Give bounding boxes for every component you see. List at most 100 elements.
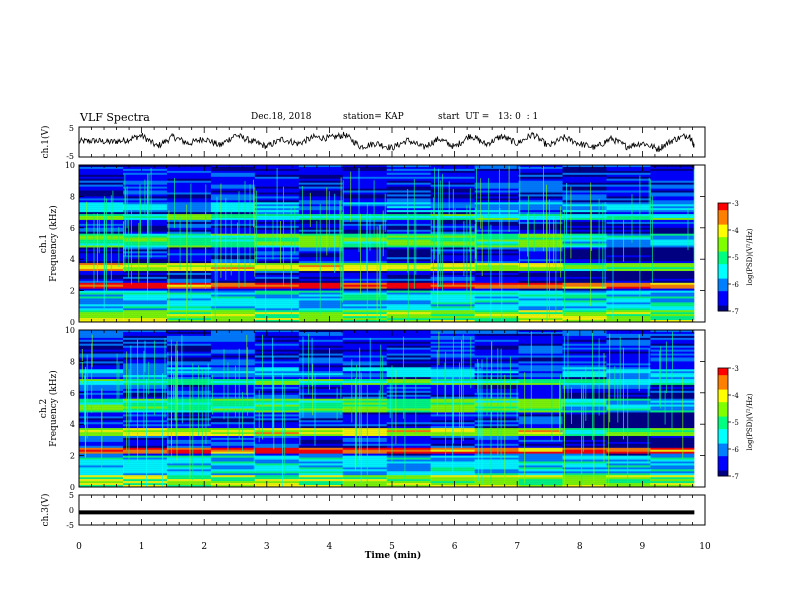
spectrogram-cell [342, 272, 388, 276]
colorbar-segment [718, 219, 728, 222]
spectrogram-cell [606, 390, 651, 394]
colorbar-segment [718, 264, 728, 267]
spectrogram-cell [210, 434, 256, 437]
spectrogram-cell [650, 202, 695, 205]
spectrogram-cell [166, 465, 212, 468]
colorbar-segment [718, 414, 728, 418]
spectrogram-cell [79, 249, 124, 252]
spectrogram-cell [606, 361, 651, 364]
spectrogram-cell [342, 180, 388, 184]
spectrogram-cell [298, 210, 344, 213]
spectrogram-cell [79, 347, 124, 351]
spectrogram-cell [650, 174, 695, 178]
spectrogram-cell [298, 390, 344, 394]
spectrogram-cell [386, 463, 432, 466]
spectrogram-cell [342, 333, 388, 337]
spectrogram-cell [166, 233, 212, 237]
spectrogram-cell [562, 467, 608, 470]
spectrogram-cell [474, 165, 520, 168]
spectrogram-cell [254, 445, 300, 449]
colorbar-segment [718, 438, 728, 441]
spectrogram-cell [210, 365, 256, 368]
spectrogram-cell [606, 461, 651, 464]
spectrogram-cell [298, 481, 344, 484]
spectrogram-cell [606, 218, 651, 221]
spectrogram-cell [79, 359, 124, 362]
spectrogram-cell [386, 196, 432, 199]
time-tick-label: 5 [389, 542, 395, 552]
spectrogram-cell [79, 485, 124, 488]
spectrogram-cell [606, 392, 651, 396]
spectrogram-cell [518, 265, 564, 268]
spectrogram-cell [298, 463, 344, 466]
spectrogram-cell [123, 432, 168, 435]
spectrogram-cell [298, 404, 344, 407]
spectrogram-cell [386, 194, 432, 197]
spectrogram-cell [79, 383, 124, 386]
spectrogram-cell [562, 426, 608, 429]
spectrogram-cell [606, 184, 651, 187]
spectrogram-cell [254, 357, 300, 360]
spectrogram-cell [79, 384, 124, 388]
spectrogram-cell [342, 453, 388, 456]
spectrogram-cell [562, 243, 608, 246]
spectrogram-cell [562, 330, 608, 333]
spectrogram-cell [518, 367, 564, 370]
spectrogram-cell [650, 235, 695, 238]
spectrogram-cell [606, 357, 651, 360]
spectrogram-cell [123, 310, 168, 313]
spectrogram-cell [298, 178, 344, 182]
spectrogram-cell [123, 276, 168, 280]
spectrogram-cell [386, 204, 432, 207]
spectrogram-cell [342, 241, 388, 244]
spectrogram-cell [342, 418, 388, 421]
spectrogram-cell [79, 333, 124, 337]
spectrogram-cell [210, 210, 256, 213]
spectrogram-cell [562, 383, 608, 386]
spectrogram-cell [123, 430, 168, 433]
spectrogram-cell [650, 170, 695, 174]
spectrogram-cell [342, 390, 388, 394]
spectrogram-cell [342, 332, 388, 335]
spectrogram-cell [650, 288, 695, 291]
spectrogram-cell [562, 186, 608, 189]
spectrogram-cell [606, 414, 651, 417]
spectrogram-cell [474, 231, 520, 235]
colorbar-segment [718, 271, 728, 274]
spectrogram-cell [254, 255, 300, 258]
spectrogram-cell [166, 406, 212, 409]
spectrogram-cell [342, 434, 388, 437]
spectrogram-cell [123, 300, 168, 303]
spectrogram-cell [79, 245, 124, 248]
spectrogram-cell [210, 439, 256, 443]
spectrogram-cell [474, 347, 520, 351]
colorbar-segment [718, 470, 728, 473]
spectrogram-cell [386, 192, 432, 195]
spectrogram-cell [298, 410, 344, 413]
spectrogram-cell [342, 318, 388, 321]
spectrogram-cell [79, 182, 124, 186]
spectrogram-cell [254, 347, 300, 351]
spectrogram-cell [210, 180, 256, 184]
spectrogram-cell [298, 408, 344, 411]
spectrogram-cell [562, 477, 608, 480]
spectrogram-cell [210, 312, 256, 315]
spectrogram-cell [123, 292, 168, 295]
spectrogram-cell [210, 339, 256, 343]
spectrogram-cell [606, 447, 651, 451]
spectrogram-cell [562, 418, 608, 421]
spectrogram-cell [562, 233, 608, 237]
spectrogram-cell [562, 388, 608, 392]
spectrogram-cell [342, 481, 388, 484]
spectrogram-cell [210, 394, 256, 398]
spectrogram-cell [123, 426, 168, 429]
spectrogram-cell [650, 276, 695, 280]
colorbar-segment [718, 452, 728, 455]
spectrogram-cell [342, 459, 388, 462]
spectrogram-cell [650, 373, 695, 376]
spectrogram-cell [386, 229, 432, 233]
spectrogram-cell [606, 282, 651, 286]
spectrogram-cell [123, 241, 168, 244]
spectrogram-cell [166, 330, 212, 333]
spectrogram-cell [254, 465, 300, 468]
